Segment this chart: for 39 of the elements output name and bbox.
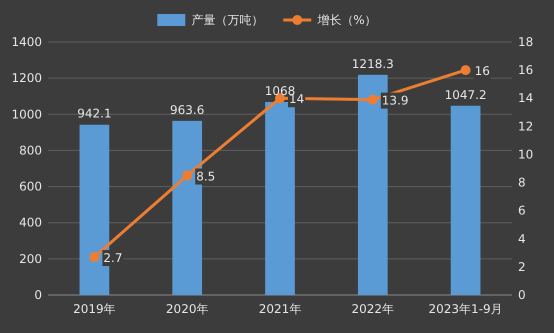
- y-tick-label: 200: [19, 252, 42, 266]
- data-label: 963.6: [170, 102, 204, 117]
- y2-tick-label: 18: [518, 35, 534, 49]
- y2-tick-label: 12: [518, 119, 534, 134]
- x-tick-label: 2021年: [258, 302, 302, 316]
- y2-tick-label: 8: [518, 176, 526, 190]
- y-tick-label: 800: [19, 143, 42, 158]
- y2-tick-label: 4: [518, 232, 526, 246]
- legend-label: 增长（%）: [316, 13, 377, 27]
- y2-tick-label: 2: [518, 260, 526, 274]
- y2-tick-label: 10: [518, 147, 534, 162]
- data-label: 2.7: [103, 251, 122, 266]
- x-tick-label: 2020年: [166, 302, 208, 316]
- bar: [450, 106, 480, 295]
- point: [368, 94, 378, 105]
- point: [460, 65, 471, 76]
- y-tick-label: 1400: [11, 35, 42, 49]
- x-tick-label: 2022年: [352, 302, 394, 316]
- bar: [265, 102, 295, 295]
- point: [89, 252, 100, 262]
- y-tick-label: 1000: [11, 107, 42, 122]
- y2-tick-label: 14: [518, 91, 534, 106]
- y-tick-label: 1200: [11, 71, 42, 86]
- legend-label: 产量（万吨）: [191, 13, 264, 27]
- data-label: 1218.3: [352, 56, 394, 71]
- data-label: 1047.2: [444, 88, 487, 102]
- y-tick-label: 0: [34, 288, 42, 302]
- x-tick-label: 2023年1-9月: [428, 302, 503, 316]
- point: [182, 170, 192, 181]
- data-label: 8.5: [196, 170, 216, 184]
- y2-tick-label: 6: [518, 204, 526, 218]
- x-tick-label: 2019年: [73, 302, 116, 316]
- data-label: 16: [474, 64, 490, 78]
- y2-tick-label: 0: [518, 288, 526, 302]
- y-tick-label: 600: [19, 180, 42, 194]
- y-tick-label: 400: [19, 216, 42, 230]
- data-label: 942.1: [77, 106, 112, 121]
- data-label: 13.9: [382, 94, 409, 108]
- y2-tick-label: 16: [518, 63, 534, 78]
